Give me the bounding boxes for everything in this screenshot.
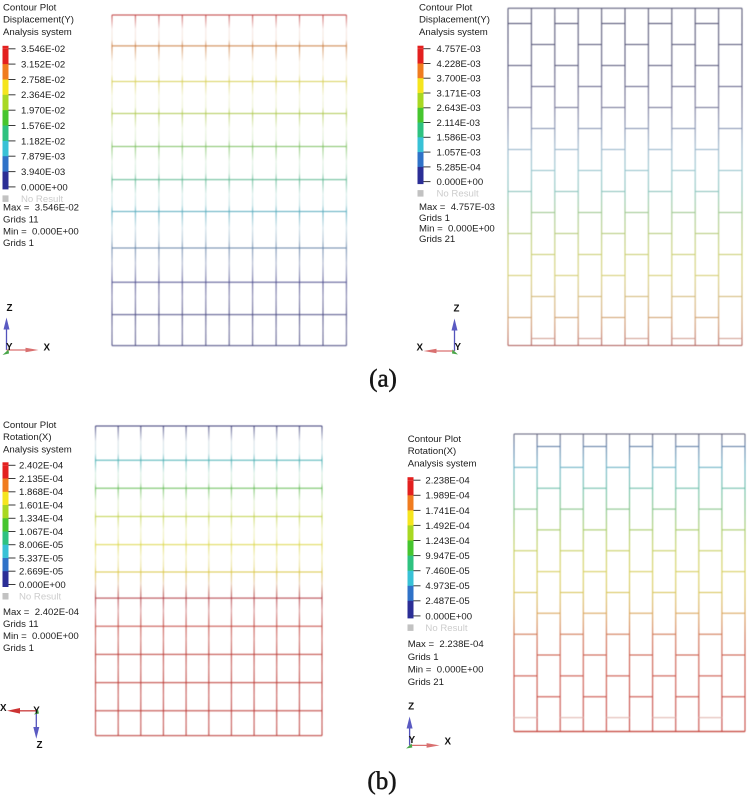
svg-text:Analysis system: Analysis system xyxy=(3,444,72,455)
svg-text:Contour Plot: Contour Plot xyxy=(419,2,473,13)
svg-text:7.460E-05: 7.460E-05 xyxy=(425,566,469,577)
svg-text:Max = 4.757E-03: Max = 4.757E-03 xyxy=(419,202,495,213)
svg-text:Displacement(Y): Displacement(Y) xyxy=(419,15,490,26)
svg-text:1.868E-04: 1.868E-04 xyxy=(19,487,64,498)
svg-text:2.758E-02: 2.758E-02 xyxy=(21,75,65,86)
svg-text:2.487E-05: 2.487E-05 xyxy=(425,596,469,607)
svg-text:Grids 1: Grids 1 xyxy=(3,643,34,654)
svg-text:No Result: No Result xyxy=(21,194,63,205)
svg-text:Y: Y xyxy=(6,342,13,353)
svg-text:Rotation(X): Rotation(X) xyxy=(3,432,52,443)
svg-text:Contour Plot: Contour Plot xyxy=(408,434,462,445)
svg-text:1.067E-04: 1.067E-04 xyxy=(19,527,64,538)
svg-text:(b): (b) xyxy=(367,768,396,795)
svg-text:1.334E-04: 1.334E-04 xyxy=(19,514,64,525)
svg-text:Z: Z xyxy=(7,303,13,314)
svg-text:1.586E-03: 1.586E-03 xyxy=(437,133,481,144)
svg-text:1.970E-02: 1.970E-02 xyxy=(21,106,65,117)
svg-text:5.285E-04: 5.285E-04 xyxy=(437,162,482,173)
svg-text:2.135E-04: 2.135E-04 xyxy=(19,474,64,485)
svg-text:No Result: No Result xyxy=(19,592,61,603)
svg-text:Grids 1: Grids 1 xyxy=(3,238,34,249)
svg-text:5.337E-05: 5.337E-05 xyxy=(19,553,63,564)
svg-text:No Result: No Result xyxy=(437,189,479,200)
svg-text:X: X xyxy=(44,343,51,354)
svg-text:Min = 0.000E+00: Min = 0.000E+00 xyxy=(3,227,79,238)
svg-text:2.114E-03: 2.114E-03 xyxy=(437,118,481,129)
svg-text:4.757E-03: 4.757E-03 xyxy=(437,44,481,55)
svg-text:0.000E+00: 0.000E+00 xyxy=(21,182,68,193)
svg-text:X: X xyxy=(0,703,7,714)
svg-text:Y: Y xyxy=(409,735,416,746)
svg-text:Grids 1: Grids 1 xyxy=(408,652,439,663)
svg-text:Displacement(Y): Displacement(Y) xyxy=(3,15,74,26)
svg-text:2.364E-02: 2.364E-02 xyxy=(21,90,65,101)
svg-text:Grids 11: Grids 11 xyxy=(3,214,39,225)
svg-text:8.006E-05: 8.006E-05 xyxy=(19,540,63,551)
svg-text:No Result: No Result xyxy=(425,623,467,634)
svg-text:Y: Y xyxy=(33,705,40,716)
svg-text:Z: Z xyxy=(454,304,460,315)
svg-text:Grids 21: Grids 21 xyxy=(408,677,444,688)
svg-text:Min = 0.000E+00: Min = 0.000E+00 xyxy=(408,665,484,676)
svg-text:2.238E-04: 2.238E-04 xyxy=(425,476,470,487)
svg-text:3.546E-02: 3.546E-02 xyxy=(21,44,65,55)
svg-text:3.171E-03: 3.171E-03 xyxy=(437,88,481,99)
svg-text:Grids 1: Grids 1 xyxy=(419,213,450,224)
svg-text:Max = 3.546E-02: Max = 3.546E-02 xyxy=(3,203,79,214)
svg-text:3.940E-03: 3.940E-03 xyxy=(21,167,65,178)
svg-text:Analysis system: Analysis system xyxy=(3,27,72,38)
svg-text:1.989E-04: 1.989E-04 xyxy=(425,491,470,502)
svg-text:1.576E-02: 1.576E-02 xyxy=(21,121,65,132)
svg-text:1.243E-04: 1.243E-04 xyxy=(425,536,470,547)
svg-text:Contour Plot: Contour Plot xyxy=(3,420,57,431)
svg-text:1.057E-03: 1.057E-03 xyxy=(437,148,481,159)
svg-text:7.879E-03: 7.879E-03 xyxy=(21,152,65,163)
svg-text:Analysis system: Analysis system xyxy=(419,27,488,38)
svg-text:Grids 21: Grids 21 xyxy=(419,234,455,245)
svg-text:Z: Z xyxy=(37,740,43,751)
svg-text:4.228E-03: 4.228E-03 xyxy=(437,59,481,70)
svg-text:Grids 11: Grids 11 xyxy=(3,619,39,630)
svg-text:1.492E-04: 1.492E-04 xyxy=(425,521,470,532)
svg-text:Min = 0.000E+00: Min = 0.000E+00 xyxy=(419,224,495,235)
svg-text:0.000E+00: 0.000E+00 xyxy=(19,580,66,591)
svg-text:2.643E-03: 2.643E-03 xyxy=(437,103,481,114)
svg-text:Z: Z xyxy=(408,702,414,713)
svg-text:Max = 2.238E-04: Max = 2.238E-04 xyxy=(408,639,485,650)
svg-text:0.000E+00: 0.000E+00 xyxy=(437,177,484,188)
svg-text:1.601E-04: 1.601E-04 xyxy=(19,500,64,511)
svg-text:Rotation(X): Rotation(X) xyxy=(408,446,457,457)
svg-text:Min = 0.000E+00: Min = 0.000E+00 xyxy=(3,631,79,642)
svg-text:9.947E-05: 9.947E-05 xyxy=(425,551,469,562)
svg-text:(a): (a) xyxy=(369,366,397,393)
svg-text:X: X xyxy=(417,342,424,353)
svg-text:1.741E-04: 1.741E-04 xyxy=(425,506,470,517)
svg-text:1.182E-02: 1.182E-02 xyxy=(21,136,65,147)
svg-text:Y: Y xyxy=(455,342,462,353)
svg-text:3.700E-03: 3.700E-03 xyxy=(437,74,481,85)
svg-text:2.402E-04: 2.402E-04 xyxy=(19,461,64,472)
svg-text:Contour Plot: Contour Plot xyxy=(3,2,57,13)
svg-text:Analysis system: Analysis system xyxy=(408,458,477,469)
svg-text:3.152E-02: 3.152E-02 xyxy=(21,60,65,71)
svg-text:Max = 2.402E-04: Max = 2.402E-04 xyxy=(3,607,80,618)
svg-text:4.973E-05: 4.973E-05 xyxy=(425,581,469,592)
svg-text:2.669E-05: 2.669E-05 xyxy=(19,567,63,578)
svg-text:0.000E+00: 0.000E+00 xyxy=(425,611,472,622)
svg-text:X: X xyxy=(445,737,452,748)
